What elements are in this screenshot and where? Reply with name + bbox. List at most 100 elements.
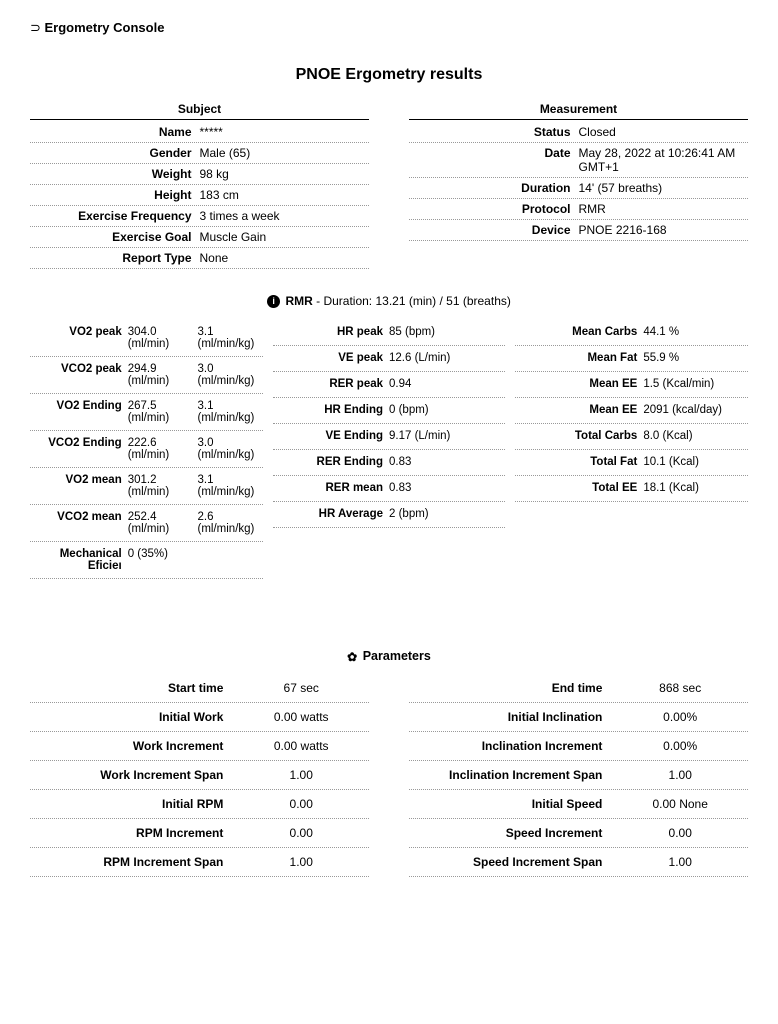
metric-value: 304.0 (ml/min) xyxy=(128,326,198,350)
metric-label: Total EE xyxy=(515,482,643,494)
subject-header: Subject xyxy=(30,99,369,120)
parameter-label: Start time xyxy=(30,681,233,695)
parameter-row: Inclination Increment Span1.00 xyxy=(409,761,748,790)
gear-icon: ✿ xyxy=(347,650,357,664)
kv-value: Muscle Gain xyxy=(200,230,370,244)
kv-label: Status xyxy=(409,125,579,139)
parameter-row: RPM Increment Span1.00 xyxy=(30,848,369,877)
metric-value: 10.1 (Kcal) xyxy=(643,456,748,468)
metric-row: RER mean0.83 xyxy=(273,476,506,502)
parameter-row: Initial Speed0.00 None xyxy=(409,790,748,819)
metric-value-secondary: 3.0 (ml/min/kg) xyxy=(198,437,263,461)
metric-value-secondary: 3.1 (ml/min/kg) xyxy=(198,400,263,424)
metric-label: VO2 Ending xyxy=(30,400,128,412)
kv-row: Weight98 kg xyxy=(30,164,369,185)
metric-label: HR peak xyxy=(273,326,389,338)
metric-row: VE peak12.6 (L/min) xyxy=(273,346,506,372)
metric-label: RER mean xyxy=(273,482,389,494)
info-icon: i xyxy=(267,295,280,308)
metric-value: 2091 (kcal/day) xyxy=(643,404,748,416)
metric-label: HR Ending xyxy=(273,404,389,416)
parameter-label: Initial Inclination xyxy=(409,710,612,724)
kv-value: RMR xyxy=(579,202,749,216)
rmr-detail: - Duration: 13.21 (min) / 51 (breaths) xyxy=(313,294,511,308)
metrics-col-2: HR peak85 (bpm)VE peak12.6 (L/min)RER pe… xyxy=(273,320,506,579)
parameter-row: Work Increment Span1.00 xyxy=(30,761,369,790)
metric-row: Total EE18.1 (Kcal) xyxy=(515,476,748,502)
parameter-row: RPM Increment0.00 xyxy=(30,819,369,848)
top-info-grid: Subject Name*****GenderMale (65)Weight98… xyxy=(30,99,748,269)
parameter-label: Work Increment Span xyxy=(30,768,233,782)
metric-value-secondary: 3.0 (ml/min/kg) xyxy=(198,363,263,387)
parameter-value: 0.00 xyxy=(233,826,369,840)
parameter-value: 868 sec xyxy=(612,681,748,695)
kv-row: ProtocolRMR xyxy=(409,199,748,220)
metric-row: VCO2 Ending222.6 (ml/min)3.0 (ml/min/kg) xyxy=(30,431,263,468)
measurement-rows: StatusClosedDateMay 28, 2022 at 10:26:41… xyxy=(409,122,748,241)
metric-row: HR Ending0 (bpm) xyxy=(273,398,506,424)
kv-label: Gender xyxy=(30,146,200,160)
metric-value: 0 (bpm) xyxy=(389,404,505,416)
parameter-row: End time868 sec xyxy=(409,674,748,703)
parameter-label: Work Increment xyxy=(30,739,233,753)
parameter-label: Speed Increment Span xyxy=(409,855,612,869)
parameter-value: 1.00 xyxy=(233,768,369,782)
parameter-row: Inclination Increment0.00% xyxy=(409,732,748,761)
metric-label: RER Ending xyxy=(273,456,389,468)
metric-value: 85 (bpm) xyxy=(389,326,505,338)
parameter-label: RPM Increment xyxy=(30,826,233,840)
metric-row: Mean Carbs44.1 % xyxy=(515,320,748,346)
metric-row: HR peak85 (bpm) xyxy=(273,320,506,346)
rmr-title: RMR xyxy=(285,294,312,308)
parameter-value: 0.00 None xyxy=(612,797,748,811)
kv-value: Closed xyxy=(579,125,749,139)
parameter-row: Initial Inclination0.00% xyxy=(409,703,748,732)
metric-value: 0.94 xyxy=(389,378,505,390)
kv-label: Exercise Goal xyxy=(30,230,200,244)
kv-label: Duration xyxy=(409,181,579,195)
kv-value: Male (65) xyxy=(200,146,370,160)
metric-row: VO2 peak304.0 (ml/min)3.1 (ml/min/kg) xyxy=(30,320,263,357)
parameter-value: 1.00 xyxy=(612,855,748,869)
metric-value: 301.2 (ml/min) xyxy=(128,474,198,498)
metric-value-secondary: 3.1 (ml/min/kg) xyxy=(198,474,263,498)
parameter-row: Work Increment0.00 watts xyxy=(30,732,369,761)
metric-row: VCO2 mean252.4 (ml/min)2.6 (ml/min/kg) xyxy=(30,505,263,542)
parameter-row: Speed Increment Span1.00 xyxy=(409,848,748,877)
metric-label: VO2 peak xyxy=(30,326,128,338)
kv-value: 183 cm xyxy=(200,188,370,202)
metric-row: VCO2 peak294.9 (ml/min)3.0 (ml/min/kg) xyxy=(30,357,263,394)
parameter-value: 0.00 xyxy=(233,797,369,811)
parameter-value: 0.00 watts xyxy=(233,710,369,724)
kv-label: Weight xyxy=(30,167,200,181)
subject-column: Subject Name*****GenderMale (65)Weight98… xyxy=(30,99,369,269)
metric-label: Mean Fat xyxy=(515,352,643,364)
kv-label: Name xyxy=(30,125,200,139)
parameters-right: End time868 secInitial Inclination0.00%I… xyxy=(409,674,748,877)
metric-label: RER peak xyxy=(273,378,389,390)
subject-rows: Name*****GenderMale (65)Weight98 kgHeigh… xyxy=(30,122,369,269)
metric-row: VE Ending9.17 (L/min) xyxy=(273,424,506,450)
metric-label: Total Fat xyxy=(515,456,643,468)
metric-value: 0.83 xyxy=(389,482,505,494)
metric-row: RER Ending0.83 xyxy=(273,450,506,476)
console-title: Ergometry Console xyxy=(30,20,748,36)
metric-value: 9.17 (L/min) xyxy=(389,430,505,442)
kv-label: Protocol xyxy=(409,202,579,216)
kv-label: Height xyxy=(30,188,200,202)
metric-row: Mechanical Eficieı0 (35%) xyxy=(30,542,263,579)
metric-value: 2 (bpm) xyxy=(389,508,505,520)
kv-value: None xyxy=(200,251,370,265)
measurement-header: Measurement xyxy=(409,99,748,120)
metric-value: 18.1 (Kcal) xyxy=(643,482,748,494)
parameter-label: Speed Increment xyxy=(409,826,612,840)
parameter-value: 67 sec xyxy=(233,681,369,695)
metric-label: VCO2 Ending xyxy=(30,437,128,449)
parameter-label: RPM Increment Span xyxy=(30,855,233,869)
kv-row: StatusClosed xyxy=(409,122,748,143)
metric-label: VO2 mean xyxy=(30,474,128,486)
metric-value: 8.0 (Kcal) xyxy=(643,430,748,442)
metric-label: Mean EE xyxy=(515,378,643,390)
parameter-value: 0.00 watts xyxy=(233,739,369,753)
metric-value-secondary: 3.1 (ml/min/kg) xyxy=(198,326,263,350)
